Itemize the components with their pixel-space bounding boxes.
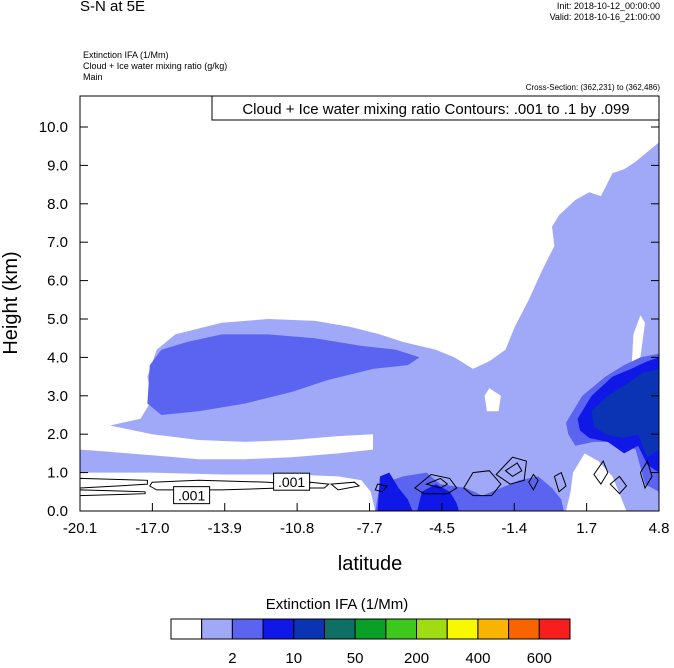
fill-region-white-right-gap: [566, 453, 627, 511]
contour-line: [463, 470, 502, 497]
x-tick-label: 4.8: [649, 520, 670, 537]
fill-region-upper-left-blob: [147, 334, 420, 415]
contour-line: [80, 489, 146, 497]
contour-line: [609, 475, 628, 495]
colorbar-swatch: [293, 618, 325, 640]
field-label-extinction: Extinction IFA (1/Mm): [83, 50, 169, 60]
contour-line: [495, 456, 528, 485]
contour-info-box: Cloud + Ice water mixing ratio Contours:…: [211, 95, 660, 121]
contour-line: [424, 477, 449, 489]
contour-line: [413, 473, 458, 495]
contour-label: .001: [278, 474, 305, 490]
y-tick-label: 1.0: [47, 465, 68, 482]
axes: -20.1 -17.0 -13.9 -10.8 -7.7 -4.5 -1.4 1.7 4.8 0.…: [39, 119, 670, 537]
fill-region-white-hole-mid: [484, 388, 501, 412]
contour-line: [374, 483, 388, 493]
valid-time: Valid: 2018-10-16_21:00:00: [549, 12, 660, 22]
y-tick-label: 0.0: [47, 503, 68, 520]
fill-region-right-dark-core: [591, 368, 659, 458]
contour-label-box: [273, 472, 311, 491]
colorbar-swatch: [262, 618, 295, 640]
colorbar-swatch: [170, 618, 203, 640]
colorbar-swatch: [508, 618, 540, 640]
x-tick-label: -13.9: [208, 520, 242, 537]
contour-line: [329, 481, 361, 491]
contour-line: [553, 471, 567, 493]
cross-section-label: Cross-Section: (362,231) to (362,486): [525, 83, 660, 92]
colorbar-label: 50: [347, 650, 364, 667]
colorbar-title: Extinction IFA (1/Mm): [265, 596, 409, 613]
x-tick-label: -7.7: [357, 520, 383, 537]
colorbar-swatch: [385, 618, 418, 640]
y-tick-label: 6.0: [47, 273, 68, 290]
y-tick-label: 4.0: [47, 349, 68, 366]
x-tick-label: -17.0: [135, 520, 169, 537]
colorbar-swatch: [446, 618, 479, 640]
colorbar-swatch: [477, 618, 510, 640]
field-label-main: Main: [83, 72, 103, 82]
colorbar-swatch: [231, 618, 264, 640]
contour-info-text: Cloud + Ice water mixing ratio Contours:…: [242, 101, 629, 118]
colorbar-swatch: [416, 618, 448, 640]
colorbar-swatch: [323, 618, 356, 640]
fill-region-white-gap-band: [80, 422, 373, 460]
y-tick-label: 7.0: [47, 234, 68, 251]
contour-line: [80, 477, 148, 489]
contour-line: [504, 462, 523, 478]
x-tick-label: -10.8: [280, 520, 314, 537]
colorbar: 2 10 50 200 400 600: [170, 618, 571, 667]
y-axis-label: Height (km): [0, 251, 22, 354]
contour-label: .001: [178, 488, 205, 504]
x-tick-label: -4.5: [429, 520, 455, 537]
y-tick-label: 9.0: [47, 157, 68, 174]
init-time: Init: 2018-10-12_00:00:00: [556, 1, 660, 11]
colorbar-label: 400: [465, 650, 490, 667]
fill-region-lower-light-band: [80, 142, 659, 511]
contour-labels: .001 .001: [173, 472, 311, 505]
contour-line: [528, 473, 539, 491]
colorbar-label: 10: [285, 650, 302, 667]
mixing-ratio-contour-layer: [80, 456, 653, 497]
y-tick-label: 8.0: [47, 196, 68, 213]
fill-region-bottom-blue-mid: [417, 484, 459, 511]
contour-line: [593, 460, 609, 486]
fill-region-white-bottom-left: [80, 472, 376, 511]
colorbar-swatch: [354, 618, 387, 640]
contour-line: [639, 459, 653, 490]
y-tick-label: 5.0: [47, 311, 68, 328]
field-label-cloud-ice: Cloud + Ice water mixing ratio (g/kg): [83, 61, 228, 71]
colorbar-swatch: [538, 618, 571, 640]
contour-label-box: [173, 486, 211, 505]
plot-title: S-N at 5E: [80, 0, 146, 15]
x-tick-label: -1.4: [501, 520, 527, 537]
x-tick-label: -20.1: [63, 520, 97, 537]
colorbar-swatch: [201, 618, 233, 640]
extinction-fill-layer: [80, 142, 659, 511]
x-tick-label: 1.7: [576, 520, 597, 537]
colorbar-label: 2: [228, 650, 236, 667]
colorbar-label: 600: [527, 650, 552, 667]
y-tick-label: 2.0: [47, 426, 68, 443]
fill-region-bottom-blue-left: [377, 472, 413, 511]
fill-region-white-hole-high: [533, 219, 548, 243]
x-axis-label: latitude: [338, 553, 403, 575]
colorbar-label: 200: [404, 650, 429, 667]
y-tick-label: 10.0: [39, 119, 68, 136]
y-tick-label: 3.0: [47, 388, 68, 405]
